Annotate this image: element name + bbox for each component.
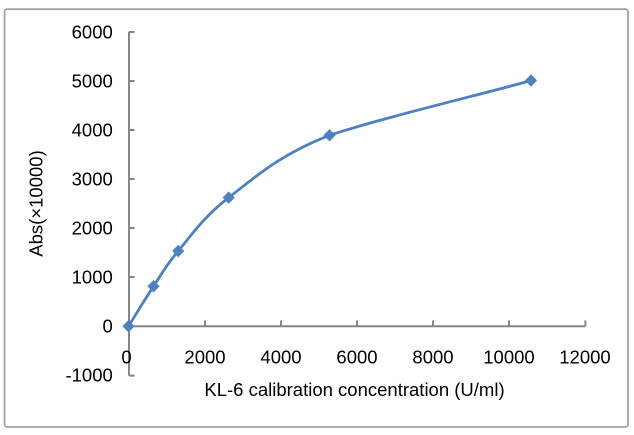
svg-text:6000: 6000 <box>336 347 377 368</box>
svg-text:12000: 12000 <box>559 347 610 368</box>
svg-text:8000: 8000 <box>412 347 453 368</box>
svg-text:4000: 4000 <box>260 347 301 368</box>
svg-text:3000: 3000 <box>72 169 113 190</box>
svg-text:2000: 2000 <box>72 218 113 239</box>
svg-text:5000: 5000 <box>72 71 113 92</box>
svg-text:Abs(×10000): Abs(×10000) <box>26 150 47 256</box>
svg-text:0: 0 <box>121 347 131 368</box>
svg-text:6000: 6000 <box>72 22 113 43</box>
svg-text:1000: 1000 <box>72 267 113 288</box>
svg-text:-1000: -1000 <box>65 365 112 386</box>
svg-text:2000: 2000 <box>184 347 225 368</box>
svg-text:KL-6 calibration concentration: KL-6 calibration concentration (U/ml) <box>204 379 504 400</box>
svg-text:0: 0 <box>103 316 113 337</box>
svg-text:10000: 10000 <box>483 347 534 368</box>
svg-text:4000: 4000 <box>72 120 113 141</box>
